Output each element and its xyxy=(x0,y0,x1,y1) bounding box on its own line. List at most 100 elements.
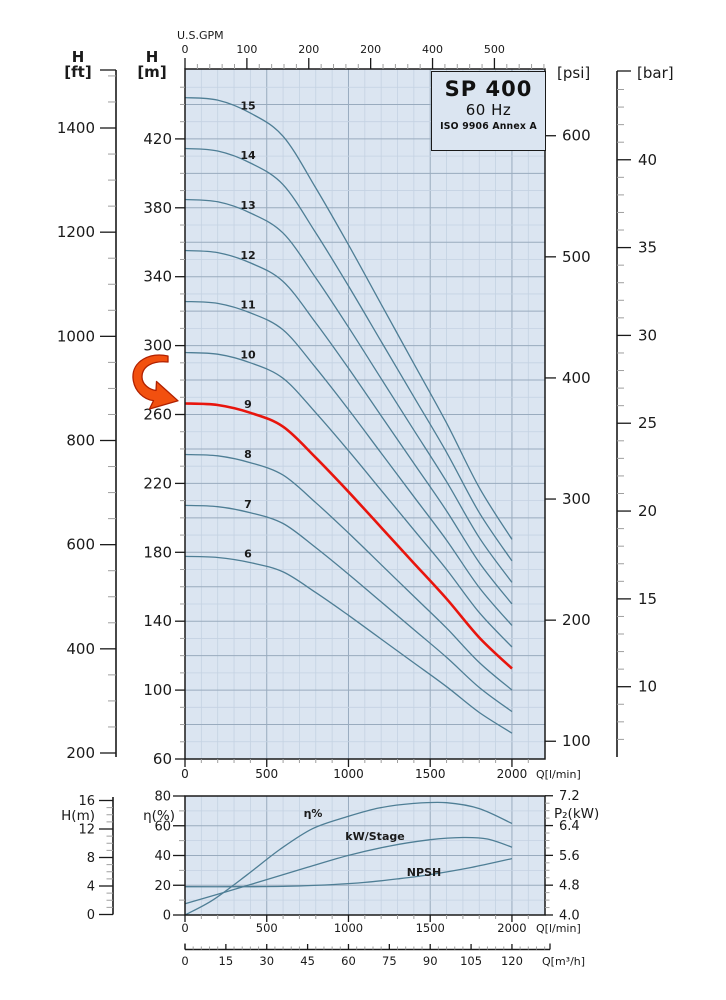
lower-flow-tick-label: 1000 xyxy=(334,921,363,935)
stage-curve-label: 11 xyxy=(240,299,255,312)
m3h-tick-label: 0 xyxy=(181,954,188,968)
npsh-curve-label: NPSH xyxy=(407,866,441,879)
flow-tick-label: 2000 xyxy=(497,767,528,781)
gpm-axis-title: U.S.GPM xyxy=(177,29,224,42)
psi-axis-title: [psi] xyxy=(557,64,590,82)
gpm-axis: 0 100 200 200 400 500 U.S.GPM xyxy=(177,29,545,69)
bar-tick-label: 20 xyxy=(638,502,657,520)
psi-tick-label: 500 xyxy=(562,248,591,266)
curve-efficiency xyxy=(184,801,513,916)
p2-axis-title: P₂(kW) xyxy=(554,806,599,822)
m3h-tick-label: 45 xyxy=(300,954,315,968)
head-ft-axis-unit: [ft] xyxy=(64,63,91,81)
m3h-axis: 0 15 30 45 60 75 90 105 120 Q[m³/h] xyxy=(181,943,585,968)
kw-per-stage-curve-label: kW/Stage xyxy=(345,830,404,843)
head-m-tick-label: 140 xyxy=(143,612,172,630)
stage-curve-7 xyxy=(184,504,513,713)
head-m-tick-label: 380 xyxy=(143,199,172,217)
lower-flow-tick-label: 500 xyxy=(256,921,278,935)
head-m-axis: 60 100 140 180 220 260 300 340 380 420 H[m] xyxy=(137,48,185,768)
eta-tick-label: 80 xyxy=(154,790,171,805)
stage-curve-12 xyxy=(184,249,513,605)
psi-tick-label: 400 xyxy=(562,369,591,387)
head-ft-tick-label: 1200 xyxy=(57,223,95,241)
main-flow-axis: 0 500 1000 1500 2000 Q[l/min] xyxy=(181,759,581,781)
flow-tick-label: 0 xyxy=(181,767,189,781)
head-ft-axis-title: H xyxy=(72,48,85,66)
curve-kw-per-stage xyxy=(184,836,513,905)
psi-tick-label: 100 xyxy=(562,732,591,750)
psi-axis: 100 200 300 400 500 600 [psi] xyxy=(545,64,591,750)
bar-tick-label: 40 xyxy=(638,151,657,169)
head-m-tick-label: 60 xyxy=(153,750,172,768)
lower-flow-tick-label: 2000 xyxy=(497,921,526,935)
stage-curve-15 xyxy=(184,96,513,540)
bar-axis-title: [bar] xyxy=(637,64,674,82)
stage-curve-13 xyxy=(184,198,513,583)
bar-tick-label: 30 xyxy=(638,326,657,344)
gpm-tick-label: 100 xyxy=(236,43,257,56)
p2-tick-label: 4.0 xyxy=(559,909,580,924)
flow-axis-title: Q[l/min] xyxy=(536,768,581,781)
bar-tick-label: 15 xyxy=(638,590,657,608)
bar-tick-label: 10 xyxy=(638,678,657,696)
curve-npsh xyxy=(184,857,513,888)
stage-curve-14 xyxy=(184,147,513,562)
flow-tick-label: 500 xyxy=(255,767,278,781)
stage-curve-label: 10 xyxy=(240,348,256,361)
head-ft-axis: 200 400 600 800 1000 1200 1400 H[ft] xyxy=(57,48,117,762)
gpm-tick-label: 200 xyxy=(298,43,319,56)
bar-axis: 10 15 20 25 30 35 40 [bar] xyxy=(616,64,674,757)
flow-tick-label: 1500 xyxy=(415,767,446,781)
test-standard: ISO 9906 Annex A xyxy=(440,121,537,132)
stage-curve-label: 9 xyxy=(244,398,252,411)
stage-curve-label: 13 xyxy=(240,199,255,212)
head-m-tick-label: 180 xyxy=(143,543,172,561)
eta-tick-label: 60 xyxy=(154,819,171,834)
stage-curve-label: 15 xyxy=(240,99,255,112)
npsh-head-tick-label: 0 xyxy=(87,908,95,923)
bar-tick-label: 35 xyxy=(638,239,657,257)
m3h-tick-label: 105 xyxy=(460,954,482,968)
stage-curve-label: 8 xyxy=(244,448,252,461)
m3h-tick-label: 15 xyxy=(219,954,234,968)
p2-tick-label: 4.8 xyxy=(559,879,580,894)
stage-curve-label: 6 xyxy=(244,548,252,561)
stage-curve-label: 12 xyxy=(240,249,255,262)
main-grid xyxy=(185,69,545,759)
npsh-head-tick-label: 16 xyxy=(78,794,95,809)
lower-chart: η% kW/Stage NPSH 0 20 40 60 80 η(%) 0 4 8 12 16H(m) 4.… xyxy=(61,789,599,968)
head-m-tick-label: 100 xyxy=(143,681,172,699)
stage-curve-6 xyxy=(184,555,513,734)
lower-grid xyxy=(185,796,545,915)
m3h-tick-label: 60 xyxy=(341,954,356,968)
eta-tick-label: 40 xyxy=(154,849,171,864)
stage-curve-labels: 15 14 13 12 11 10 9 8 7 6 xyxy=(240,99,256,560)
stage-curves xyxy=(184,96,513,734)
head-ft-tick-label: 600 xyxy=(66,536,95,554)
pump-model: SP 400 xyxy=(444,77,533,101)
bar-tick-label: 25 xyxy=(638,414,657,432)
m3h-axis-title: Q[m³/h] xyxy=(542,955,585,968)
head-ft-tick-label: 1000 xyxy=(57,327,95,345)
psi-tick-label: 200 xyxy=(562,611,591,629)
m3h-tick-label: 120 xyxy=(501,954,523,968)
lower-curve-labels: η% kW/Stage NPSH xyxy=(304,807,442,879)
gpm-tick-label: 500 xyxy=(484,43,505,56)
pump-frequency: 60 Hz xyxy=(465,101,512,119)
psi-tick-label: 600 xyxy=(562,127,591,145)
npsh-head-tick-label: 4 xyxy=(87,880,95,895)
head-m-tick-label: 340 xyxy=(143,268,172,286)
head-m-tick-label: 220 xyxy=(143,474,172,492)
npsh-head-axis-title: H(m) xyxy=(61,808,95,824)
head-m-tick-label: 300 xyxy=(143,337,172,355)
stage-curve-8 xyxy=(184,453,513,691)
npsh-head-tick-label: 8 xyxy=(87,851,95,866)
head-m-axis-title: H xyxy=(146,48,159,66)
efficiency-curve-label: η% xyxy=(304,807,323,820)
eta-axis: 0 20 40 60 80 η(%) xyxy=(143,790,185,924)
m3h-tick-label: 90 xyxy=(423,954,438,968)
